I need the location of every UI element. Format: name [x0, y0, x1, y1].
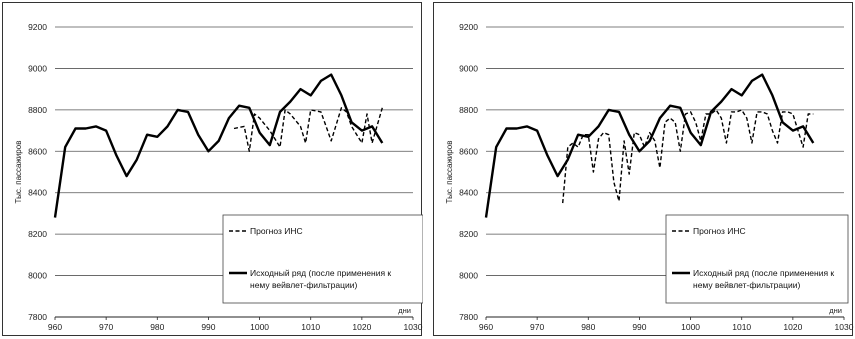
x-tick-label: 1010 [301, 322, 320, 332]
y-axis-label: Тыс. пассажиров [14, 141, 23, 204]
x-tick-label: 960 [479, 322, 493, 332]
x-tick-label: 980 [150, 322, 164, 332]
x-tick-label: 1030 [835, 322, 854, 332]
x-tick-label: 1000 [250, 322, 269, 332]
series-line-original [53, 73, 384, 218]
legend-label-original: Исходный ряд (после применения к нему вей… [250, 268, 391, 290]
chart-panel-left: 7800 8000 8200 8400 8600 8800 9000 9200 960 970 98… [2, 2, 423, 336]
series-line-original [484, 73, 815, 218]
series-line-forecast [233, 107, 383, 152]
x-tick-label: 990 [632, 322, 646, 332]
legend-label-forecast: Прогноз ИНС [693, 226, 746, 236]
x-tick-label: 1020 [783, 322, 802, 332]
y-tick-label: 8800 [28, 105, 47, 115]
y-tick-label: 9200 [459, 22, 478, 32]
y-tick-label: 9000 [459, 63, 478, 73]
legend-box [222, 214, 423, 304]
y-tick-label: 8000 [28, 271, 47, 281]
chart-panel-right: 7800 8000 8200 8400 8600 8800 9000 9200 960 970 98… [433, 2, 854, 336]
x-tick-label: 1020 [352, 322, 371, 332]
y-axis-label: Тыс. пассажиров [445, 141, 454, 204]
y-tick-label: 8800 [459, 105, 478, 115]
y-tick-label: 8000 [459, 271, 478, 281]
y-tick-label: 8200 [459, 229, 478, 239]
legend-label-original: Исходный ряд (после применения к нему вей… [693, 268, 834, 290]
y-tick-label: 8200 [28, 229, 47, 239]
y-tick-label: 9000 [28, 63, 47, 73]
x-tick-label: 1010 [732, 322, 751, 332]
chart-svg-left: 7800 8000 8200 8400 8600 8800 9000 9200 960 970 98… [14, 22, 423, 332]
x-tick-label: 1000 [681, 322, 700, 332]
chart-svg-right: 7800 8000 8200 8400 8600 8800 9000 9200 960 970 98… [445, 22, 854, 332]
x-tick-label: 980 [581, 322, 595, 332]
x-tick-label: 990 [201, 322, 215, 332]
y-tick-label: 7800 [459, 312, 478, 322]
y-tick-label: 8400 [459, 188, 478, 198]
y-tick-label: 8600 [28, 146, 47, 156]
y-tick-label: 8600 [459, 146, 478, 156]
y-tick-label: 7800 [28, 312, 47, 322]
x-unit-label: дни [398, 306, 411, 315]
x-tick-label: 960 [48, 322, 62, 332]
legend-box [665, 214, 849, 304]
x-unit-label: дни [829, 306, 842, 315]
y-tick-label: 9200 [28, 22, 47, 32]
x-tick-label: 1030 [404, 322, 423, 332]
x-tick-label: 970 [530, 322, 544, 332]
legend-label-forecast: Прогноз ИНС [250, 226, 303, 236]
y-tick-label: 8400 [28, 188, 47, 198]
x-tick-label: 970 [99, 322, 113, 332]
